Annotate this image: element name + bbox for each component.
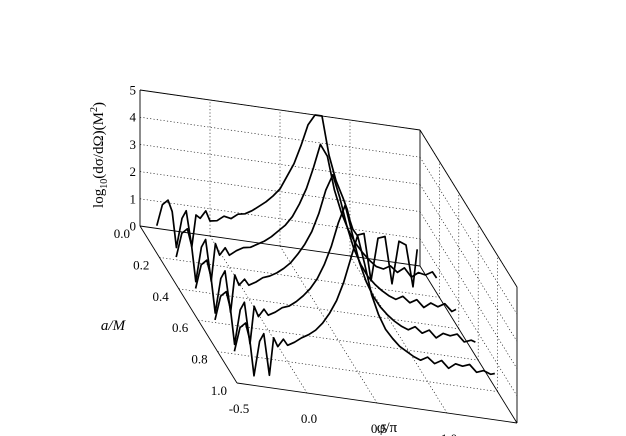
grid-line-back-z <box>139 171 421 212</box>
grid-line-side-z <box>419 238 518 396</box>
z-tick-label: 3 <box>130 137 137 152</box>
depth-axis-title: a/M <box>101 318 127 334</box>
grid-line-back-z <box>139 144 421 185</box>
z-tick-label: 4 <box>130 110 137 125</box>
series-line-a-0-8 <box>233 234 495 377</box>
grid-line-floor-a <box>159 257 440 298</box>
series-line-a-0-4 <box>194 173 457 314</box>
grid-line-floor-a <box>198 319 479 361</box>
series-line-a-0 <box>155 114 419 288</box>
grid-line-floor-a <box>178 288 459 330</box>
grid-line-side-z <box>419 184 518 342</box>
grid-line-back-z <box>139 198 421 240</box>
x-tick-label: -0.5 <box>229 401 250 416</box>
frame-edge <box>139 225 238 384</box>
grid-line-side-z <box>419 157 518 315</box>
x-tick-label: 0.0 <box>301 411 317 426</box>
chart-series-group <box>155 114 495 377</box>
frame-edge <box>419 265 518 424</box>
z-tick-label: 0 <box>130 219 137 234</box>
depth-tick-label: 0.2 <box>133 257 149 272</box>
z-tick-label: 1 <box>130 191 137 206</box>
depth-tick-label: 1.0 <box>211 383 227 398</box>
depth-tick-label: 0.4 <box>153 289 170 304</box>
grid-line-side-z <box>419 211 518 369</box>
depth-tick-label: 0.8 <box>191 352 207 367</box>
chart-frame <box>139 89 518 424</box>
grid-line-floor-x <box>209 235 308 394</box>
grid-line-floor-x <box>279 245 378 404</box>
x-tick-label: 0.5 <box>371 421 387 436</box>
frame-edge <box>139 225 421 267</box>
frame-edge <box>419 129 518 288</box>
depth-tick-label: 0.6 <box>172 320 189 335</box>
z-axis-title: log10(dσ/dΩ)(M2) <box>89 102 110 208</box>
grid-line-back-z <box>139 116 421 158</box>
grid-line-floor-a <box>217 351 498 392</box>
z-tick-label: 5 <box>130 83 137 98</box>
frame-edge <box>236 382 518 424</box>
depth-tick-label: 0.0 <box>114 226 130 241</box>
series-line-a-0-2 <box>175 143 438 283</box>
z-tick-label: 2 <box>130 164 137 179</box>
x-tick-label: 1.0 <box>441 431 457 436</box>
frame-edge <box>139 89 421 131</box>
x-axis-title: φ/π <box>377 420 398 436</box>
